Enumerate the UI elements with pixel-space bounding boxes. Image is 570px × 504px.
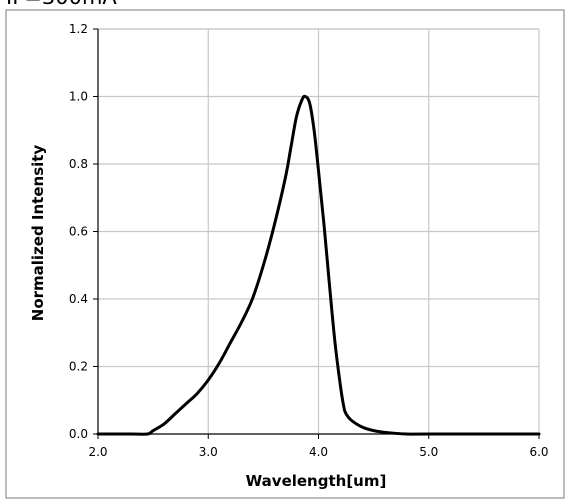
x-axis-title: Wavelength[um] [246, 472, 387, 490]
chart-condition-label: IF=300mA [6, 0, 117, 9]
x-tick-labels: 2.0 3.0 4.0 5.0 6.0 [88, 445, 548, 459]
y-tick-label: 1.2 [69, 22, 88, 36]
y-tick-labels: 0.0 0.2 0.4 0.6 0.8 1.0 1.2 [69, 22, 88, 441]
x-tick-label: 5.0 [419, 445, 438, 459]
y-tick-label: 0.6 [69, 225, 88, 239]
y-tick-label: 0.2 [69, 360, 88, 374]
x-tick-label: 6.0 [529, 445, 548, 459]
spectrum-line [96, 94, 541, 436]
x-tick-label: 4.0 [309, 445, 328, 459]
y-tick-label: 0.4 [69, 292, 88, 306]
y-tick-label: 0.8 [69, 157, 88, 171]
chart-border [5, 9, 565, 499]
data-series [96, 94, 541, 436]
x-tick-label: 2.0 [88, 445, 107, 459]
y-tick-label: 1.0 [69, 90, 88, 104]
y-axis-title: Normalized Intensity [29, 145, 47, 322]
x-tick-label: 3.0 [199, 445, 218, 459]
y-tick-label: 0.0 [69, 427, 88, 441]
